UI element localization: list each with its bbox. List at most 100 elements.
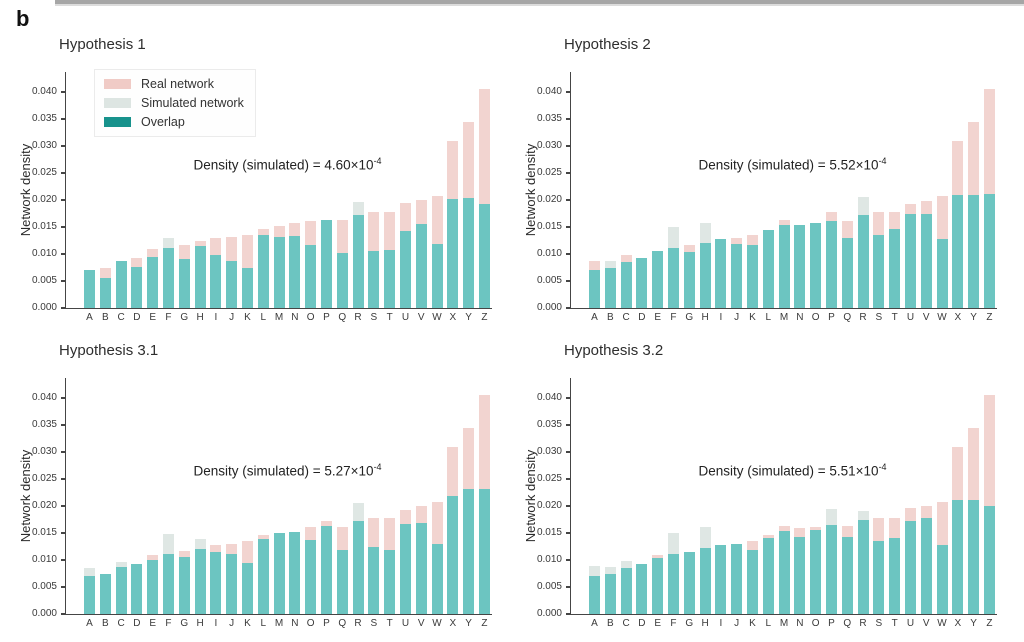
overlap-bar — [762, 230, 774, 308]
simulated-cap — [194, 539, 206, 549]
x-tick-label-Y: Y — [465, 618, 472, 629]
overlap-bar — [699, 548, 711, 614]
legend-label: Real network — [141, 77, 214, 91]
x-tick-label-W: W — [937, 312, 947, 323]
overlap-bar — [368, 547, 380, 614]
overlap-bar — [952, 194, 964, 308]
x-tick-label-X: X — [954, 312, 962, 323]
x-tick-label-U: U — [906, 618, 915, 629]
real-cap — [841, 525, 853, 537]
bar-group-B — [604, 567, 616, 614]
x-tick-label-S: S — [875, 618, 883, 629]
bar-group-F — [667, 227, 679, 308]
bar-group-O — [810, 222, 822, 308]
x-tick-label-Z: Z — [481, 618, 488, 629]
bar-group-I — [715, 238, 727, 308]
x-tick-label-B: B — [606, 312, 614, 323]
bar-group-Q — [336, 220, 348, 308]
plot-area: Network density 0.000 0.005 0.010 0.015 0.020… — [18, 69, 492, 323]
bar-group-T — [889, 517, 901, 614]
overlap-bar — [273, 237, 285, 308]
overlap-bar — [746, 550, 758, 614]
overlap-bar — [320, 220, 332, 308]
bar-group-H — [699, 527, 711, 614]
x-tick-label-L: L — [765, 312, 772, 323]
bar-group-C — [115, 260, 127, 308]
y-tick-mark — [566, 478, 571, 480]
overlap-bar — [368, 250, 380, 308]
x-tick-label-H: H — [196, 618, 204, 629]
x-tick-label-K: K — [749, 618, 756, 629]
x-tick-label-C: C — [117, 312, 125, 323]
x-tick-label-B: B — [606, 618, 614, 629]
y-tick-label: 0.035 — [536, 112, 562, 124]
overlap-bar — [131, 564, 143, 614]
y-tick-label: 0.005 — [31, 580, 57, 592]
bar-group-B — [99, 268, 111, 308]
real-cap — [320, 521, 332, 526]
y-tick-label: 0.040 — [31, 85, 57, 97]
y-tick-label: 0.015 — [31, 220, 57, 232]
overlap-bar — [936, 544, 948, 614]
density-annotation: Density (simulated) = 4.60×10-4 — [193, 156, 381, 173]
bar-group-P — [825, 509, 837, 614]
real-cap — [226, 544, 238, 554]
overlap-bar — [162, 247, 174, 308]
real-cap — [241, 235, 253, 268]
real-cap — [778, 525, 790, 532]
real-cap — [305, 527, 317, 540]
real-cap — [226, 237, 238, 261]
x-tick-label-M: M — [274, 312, 284, 323]
bar-group-Y — [463, 427, 475, 614]
bar-group-U — [904, 508, 916, 614]
bar-group-N — [289, 531, 301, 614]
bar-group-Y — [968, 427, 980, 614]
y-tick-mark — [566, 280, 571, 282]
bar-group-N — [794, 527, 806, 614]
y-tick-mark — [566, 118, 571, 120]
x-tick-label-D: D — [638, 312, 646, 323]
y-tick-mark — [61, 91, 66, 93]
y-tick-mark — [61, 253, 66, 255]
bar-group-A — [84, 567, 95, 614]
bar-group-G — [683, 244, 695, 308]
simulated-cap — [589, 566, 600, 576]
overlap-bar — [762, 538, 774, 614]
bar-group-I — [210, 238, 222, 308]
y-tick-mark — [566, 226, 571, 228]
x-tick-label-J: J — [229, 618, 235, 629]
x-tick-label-E: E — [149, 618, 157, 629]
bar-group-F — [162, 534, 174, 614]
density-annotation: Density (simulated) = 5.52×10-4 — [698, 156, 886, 173]
bar-group-A — [589, 261, 600, 308]
x-tick-label-D: D — [638, 618, 646, 629]
bars-container — [571, 72, 997, 308]
bar-group-Z — [478, 89, 490, 308]
x-tick-label-M: M — [779, 618, 789, 629]
legend-label: Simulated network — [141, 96, 244, 110]
y-tick-mark — [61, 280, 66, 282]
real-cap — [746, 541, 758, 551]
bar-group-J — [731, 237, 743, 308]
real-cap — [178, 244, 190, 259]
x-tick-label-H: H — [701, 312, 709, 323]
x-tick-label-A: A — [591, 312, 598, 323]
bar-group-G — [178, 550, 190, 614]
simulated-cap — [699, 222, 711, 243]
overlap-bar — [715, 544, 727, 614]
x-tick-label-S: S — [875, 312, 883, 323]
bar-group-Z — [983, 395, 995, 614]
y-tick-label: 0.040 — [31, 391, 57, 403]
y-tick-mark — [61, 397, 66, 399]
real-cap — [968, 427, 980, 500]
overlap-bar — [241, 562, 253, 614]
bar-group-A — [84, 269, 95, 308]
x-tick-label-U: U — [401, 618, 410, 629]
overlap-bar — [589, 269, 600, 308]
overlap-bar — [810, 530, 822, 614]
y-tick-label: 0.000 — [31, 608, 57, 619]
overlap-bar — [983, 506, 995, 614]
bar-group-V — [415, 200, 427, 308]
bar-group-V — [920, 505, 932, 614]
